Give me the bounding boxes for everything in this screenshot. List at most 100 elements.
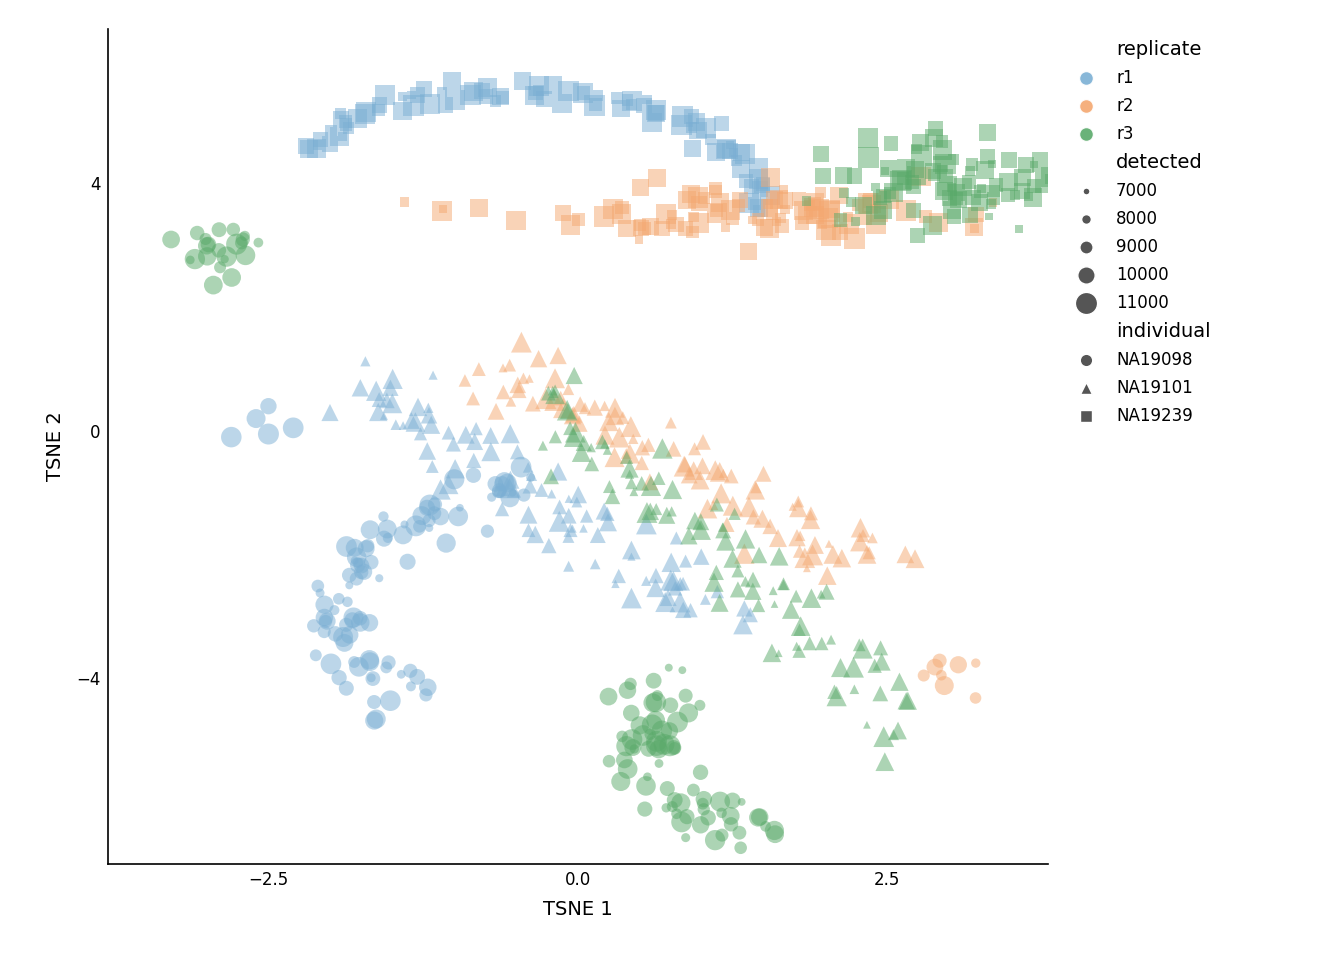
Point (363, 694, 384, 709)
Point (345, 571, 367, 587)
Point (689, 515, 711, 530)
Point (812, 168, 833, 183)
Point (695, 591, 716, 607)
Point (344, 540, 366, 556)
Point (645, 568, 667, 584)
Point (781, 602, 802, 617)
Point (351, 558, 372, 573)
Point (706, 203, 727, 218)
Point (306, 578, 328, 593)
Point (640, 504, 661, 519)
Point (952, 180, 973, 195)
Point (911, 148, 933, 163)
Point (719, 143, 741, 158)
Point (313, 597, 335, 612)
Point (366, 711, 387, 727)
X-axis label: TSNE 1: TSNE 1 (543, 900, 613, 919)
Point (505, 213, 527, 228)
Point (499, 357, 520, 372)
Point (610, 774, 632, 789)
Point (704, 181, 726, 197)
Point (454, 372, 476, 388)
Point (650, 723, 672, 738)
Point (620, 676, 641, 691)
Point (699, 132, 720, 147)
Point (773, 576, 794, 591)
Point (605, 576, 626, 591)
Point (883, 185, 905, 201)
Point (535, 391, 556, 406)
Point (786, 530, 808, 545)
Point (821, 201, 843, 216)
Point (969, 195, 991, 210)
Point (749, 809, 770, 825)
Point (492, 482, 513, 497)
Point (722, 498, 743, 514)
Point (444, 471, 465, 487)
Point (634, 221, 656, 236)
Point (282, 420, 304, 436)
Point (761, 206, 782, 222)
Point (343, 610, 364, 625)
Point (727, 582, 749, 597)
Point (1023, 190, 1044, 205)
Point (789, 191, 810, 206)
Point (853, 198, 875, 213)
Point (632, 455, 653, 470)
Point (449, 500, 470, 516)
Point (542, 383, 563, 398)
Point (320, 657, 341, 672)
Point (707, 584, 728, 599)
Point (706, 205, 727, 221)
Point (313, 624, 335, 639)
Point (493, 384, 515, 399)
Point (829, 212, 851, 228)
Point (849, 534, 871, 549)
Point (970, 181, 992, 197)
Point (571, 444, 593, 460)
Point (661, 207, 683, 223)
Point (1134, 204, 1156, 220)
Point (789, 622, 810, 637)
Point (415, 687, 437, 703)
Point (336, 681, 358, 696)
Point (597, 506, 618, 521)
Point (852, 528, 874, 543)
Point (438, 425, 460, 441)
Point (511, 460, 532, 475)
Point (656, 206, 677, 222)
Point (386, 417, 407, 432)
Point (849, 520, 871, 536)
Point (747, 810, 769, 826)
Point (671, 117, 692, 132)
Point (431, 202, 453, 217)
Point (593, 209, 614, 225)
Point (675, 553, 696, 568)
Point (703, 574, 724, 589)
Point (679, 468, 700, 483)
Point (857, 196, 879, 211)
Point (621, 542, 642, 558)
Point (680, 603, 702, 618)
Point (681, 224, 703, 239)
Point (782, 499, 804, 515)
Point (302, 618, 324, 634)
Point (306, 137, 328, 153)
Point (374, 408, 395, 423)
Point (684, 513, 706, 528)
Point (680, 186, 702, 202)
Point (845, 213, 867, 228)
Point (935, 169, 957, 184)
Point (332, 129, 353, 144)
Point (645, 733, 667, 749)
Point (488, 483, 509, 498)
Point (759, 188, 781, 204)
Point (743, 196, 765, 211)
Point (636, 516, 657, 532)
Point (657, 589, 679, 605)
Point (796, 561, 817, 576)
Point (524, 527, 546, 542)
Point (796, 193, 817, 208)
Point (566, 494, 587, 510)
Point (750, 181, 771, 197)
